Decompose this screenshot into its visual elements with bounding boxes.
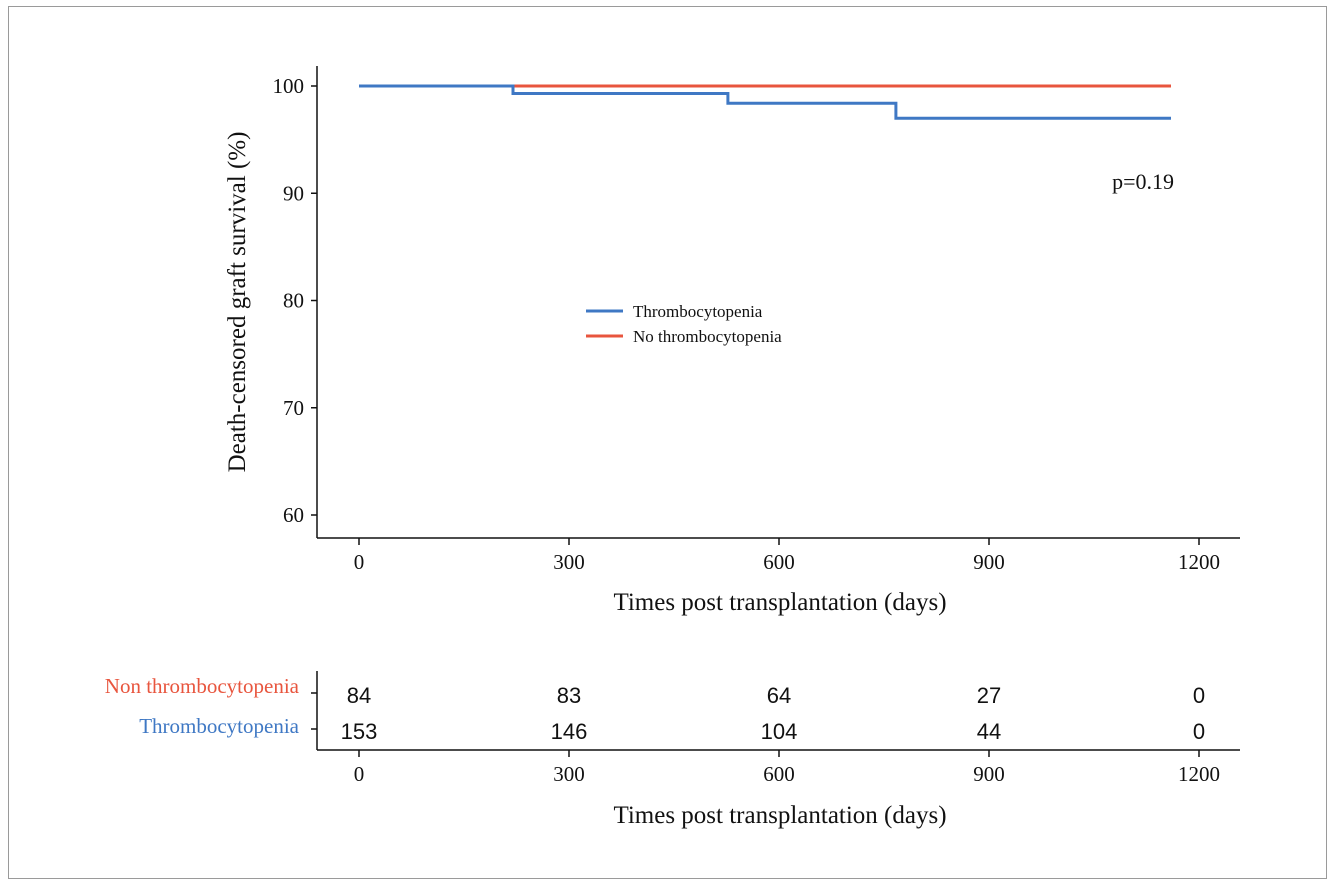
legend-label-no-thrombocytopenia: No thrombocytopenia — [633, 327, 782, 346]
y-tick-label: 100 — [273, 74, 305, 98]
y-tick-label: 80 — [283, 289, 304, 313]
figure-frame — [8, 6, 1327, 879]
x-ticks: 0 300 600 900 1200 — [354, 538, 1220, 574]
y-ticks: 60 70 80 90 100 — [273, 74, 317, 527]
x-tick-label: 0 — [354, 550, 365, 574]
risk-cell: 0 — [1193, 683, 1205, 708]
legend: Thrombocytopenia No thrombocytopenia — [586, 302, 782, 346]
risk-x-tick-label: 600 — [763, 762, 795, 786]
risk-cells: 84 83 64 27 0 153 146 104 44 0 — [341, 683, 1205, 744]
series-line-thrombocytopenia — [359, 84, 1171, 120]
legend-label-thrombocytopenia: Thrombocytopenia — [633, 302, 763, 321]
risk-x-tick-label: 1200 — [1178, 762, 1220, 786]
risk-cell: 146 — [551, 719, 588, 744]
risk-cell: 0 — [1193, 719, 1205, 744]
y-tick-label: 70 — [283, 396, 304, 420]
risk-x-tick-label: 300 — [553, 762, 585, 786]
risk-row-label-non-thrombocytopenia: Non thrombocytopenia — [105, 674, 300, 698]
risk-x-tick-label: 900 — [973, 762, 1005, 786]
risk-cell: 44 — [977, 719, 1001, 744]
risk-cell: 104 — [761, 719, 798, 744]
risk-x-ticks: 0 300 600 900 1200 — [354, 750, 1220, 786]
survival-curves — [359, 84, 1171, 120]
p-value-annotation: p=0.19 — [1112, 169, 1174, 194]
risk-cell: 84 — [347, 683, 371, 708]
y-tick-label: 90 — [283, 181, 304, 205]
y-tick-label: 60 — [283, 503, 304, 527]
x-tick-label: 600 — [763, 550, 795, 574]
risk-x-tick-label: 0 — [354, 762, 365, 786]
x-axis-title: Times post transplantation (days) — [613, 589, 946, 616]
risk-row-label-thrombocytopenia: Thrombocytopenia — [139, 714, 299, 738]
risk-cell: 153 — [341, 719, 378, 744]
risk-cell: 27 — [977, 683, 1001, 708]
x-tick-label: 1200 — [1178, 550, 1220, 574]
risk-cell: 64 — [767, 683, 791, 708]
survival-plot: 60 70 80 90 100 0 300 600 900 1200 Death-censore… — [224, 66, 1240, 616]
x-tick-label: 900 — [973, 550, 1005, 574]
risk-table: Non thrombocytopenia Thrombocytopenia 84… — [105, 671, 1240, 829]
risk-x-axis-title: Times post transplantation (days) — [613, 802, 946, 829]
x-tick-label: 300 — [553, 550, 585, 574]
risk-cell: 83 — [557, 683, 581, 708]
y-axis-title: Death-censored graft survival (%) — [224, 132, 251, 473]
